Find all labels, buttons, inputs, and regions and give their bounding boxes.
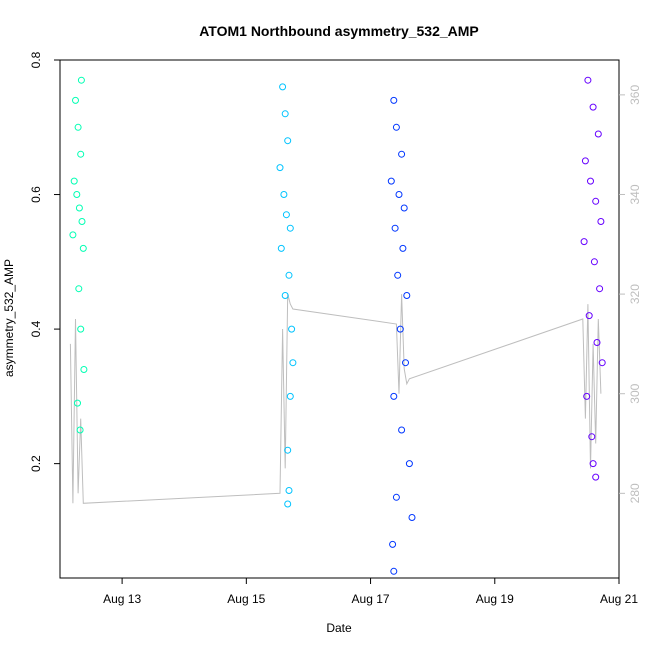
data-point bbox=[394, 271, 402, 279]
data-point bbox=[399, 244, 407, 252]
y-tick-label: 0.8 bbox=[29, 51, 43, 68]
data-point bbox=[284, 137, 292, 145]
data-point bbox=[69, 231, 77, 239]
x-tick-label: Aug 17 bbox=[352, 592, 390, 606]
data-point bbox=[73, 191, 81, 198]
data-point bbox=[402, 359, 409, 367]
secondary-series-line bbox=[69, 293, 602, 504]
x-tick-label: Aug 13 bbox=[103, 592, 141, 606]
data-point bbox=[280, 191, 288, 198]
data-point bbox=[597, 218, 605, 225]
series-4 bbox=[580, 76, 606, 481]
data-point bbox=[72, 96, 79, 104]
data-point bbox=[581, 157, 589, 165]
right-y-tick-label: 360 bbox=[628, 85, 642, 105]
data-point bbox=[390, 96, 398, 104]
data-point bbox=[390, 392, 398, 400]
data-point bbox=[593, 339, 601, 346]
right-y-tick-label: 300 bbox=[628, 383, 642, 403]
data-point bbox=[580, 238, 588, 246]
data-point bbox=[598, 359, 606, 367]
data-point bbox=[589, 103, 597, 111]
data-point bbox=[589, 460, 597, 468]
data-point bbox=[288, 325, 296, 333]
x-axis: Aug 13 Aug 15 Aug 17 Aug 19 Aug 21 bbox=[103, 578, 638, 606]
right-y-tick-label: 320 bbox=[628, 284, 642, 304]
data-point bbox=[279, 83, 287, 91]
right-y-axis: 280 300 320 340 360 bbox=[619, 85, 642, 503]
y-axis: 0.2 0.4 0.6 0.8 bbox=[29, 51, 60, 472]
data-point bbox=[286, 392, 294, 400]
data-point bbox=[594, 130, 602, 138]
data-point bbox=[390, 567, 398, 575]
data-point bbox=[74, 123, 82, 131]
data-point bbox=[284, 446, 292, 454]
data-point bbox=[405, 460, 413, 468]
series-2 bbox=[276, 83, 297, 508]
data-point bbox=[403, 292, 411, 299]
plot-frame bbox=[59, 59, 620, 579]
secondary-line-layer bbox=[69, 293, 602, 504]
chart-title: ATOM1 Northbound asymmetry_532_AMP bbox=[199, 23, 479, 39]
data-point bbox=[395, 191, 403, 198]
y-tick-label: 0.4 bbox=[29, 320, 43, 337]
y-axis-label: asymmetry_532_AMP bbox=[2, 259, 16, 377]
data-point bbox=[276, 164, 284, 172]
data-point bbox=[392, 493, 400, 501]
data-point bbox=[285, 271, 293, 279]
data-point bbox=[398, 426, 406, 434]
data-point bbox=[408, 514, 416, 521]
series-3 bbox=[387, 96, 416, 575]
data-point bbox=[77, 150, 85, 158]
data-point bbox=[77, 325, 85, 333]
data-point bbox=[398, 150, 406, 158]
x-tick-label: Aug 21 bbox=[600, 592, 638, 606]
data-point bbox=[286, 224, 294, 232]
data-point bbox=[78, 218, 86, 225]
x-tick-label: Aug 15 bbox=[227, 592, 265, 606]
data-point bbox=[588, 433, 596, 441]
data-point bbox=[583, 392, 591, 400]
data-point bbox=[387, 177, 395, 185]
data-point bbox=[584, 76, 592, 84]
series-1 bbox=[69, 76, 88, 434]
data-point bbox=[590, 258, 598, 266]
data-point bbox=[281, 110, 289, 118]
data-point bbox=[79, 244, 87, 252]
data-point bbox=[396, 325, 404, 333]
data-point bbox=[592, 197, 600, 205]
data-point bbox=[75, 285, 83, 293]
data-point bbox=[80, 366, 88, 373]
data-point bbox=[389, 540, 397, 548]
data-point bbox=[392, 123, 400, 131]
data-point bbox=[74, 399, 81, 407]
y-tick-label: 0.6 bbox=[29, 186, 43, 203]
points-layer bbox=[69, 76, 606, 575]
data-point bbox=[77, 76, 85, 84]
data-point bbox=[282, 211, 290, 219]
data-point bbox=[277, 244, 285, 252]
data-point bbox=[284, 500, 292, 508]
data-point bbox=[592, 473, 600, 481]
data-point bbox=[596, 285, 604, 293]
data-point bbox=[391, 224, 399, 232]
data-point bbox=[400, 204, 408, 212]
data-point bbox=[281, 292, 289, 299]
x-axis-label: Date bbox=[326, 621, 352, 635]
data-point bbox=[289, 359, 297, 367]
data-point bbox=[75, 204, 83, 212]
right-y-tick-label: 280 bbox=[628, 483, 642, 503]
data-point bbox=[585, 312, 593, 320]
y-tick-label: 0.2 bbox=[29, 455, 43, 472]
right-y-tick-label: 340 bbox=[628, 184, 642, 204]
data-point bbox=[285, 487, 293, 494]
data-point bbox=[76, 426, 84, 434]
data-point bbox=[70, 177, 78, 185]
data-point bbox=[587, 177, 594, 185]
x-tick-label: Aug 19 bbox=[476, 592, 514, 606]
